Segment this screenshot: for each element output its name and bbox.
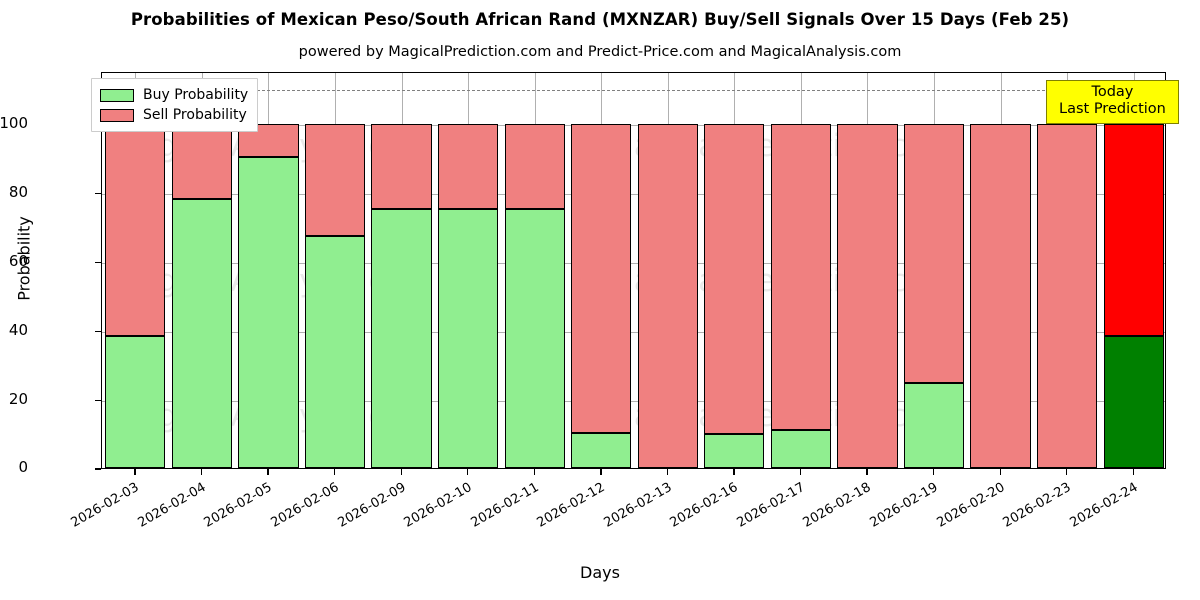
bar-segment-sell[interactable] <box>637 124 698 468</box>
bar-segment-sell[interactable] <box>903 124 965 383</box>
x-axis-tick <box>533 469 535 475</box>
bar-2026-02-19[interactable] <box>903 124 965 468</box>
y-axis-tick-label: 100 <box>0 114 28 133</box>
bar-2026-02-12[interactable] <box>571 124 632 468</box>
bar-segment-sell[interactable] <box>304 124 366 237</box>
legend-swatch-sell-icon <box>100 108 134 122</box>
x-axis-tick <box>933 469 935 475</box>
bar-2026-02-04[interactable] <box>171 124 232 468</box>
today-annotation: Today Last Prediction <box>1046 80 1179 125</box>
x-axis-tick <box>666 469 669 475</box>
bar-2026-02-23[interactable] <box>1037 124 1098 468</box>
y-axis-tick <box>95 468 101 470</box>
bar-segment-sell[interactable] <box>837 124 898 468</box>
bar-segment-sell[interactable] <box>371 124 432 209</box>
bar-segment-buy[interactable] <box>304 236 366 468</box>
gridline-horizontal <box>102 331 1165 333</box>
x-axis-tick <box>467 469 469 475</box>
y-axis-tick-label: 0 <box>18 458 28 477</box>
bar-segment-sell[interactable] <box>970 124 1031 468</box>
x-axis-tick <box>999 469 1001 475</box>
plot-area: MagicalAnalysis.comMagicalPrediction.com… <box>101 72 1166 469</box>
bar-segment-sell[interactable] <box>1037 124 1098 468</box>
bar-2026-02-18[interactable] <box>837 124 898 468</box>
legend-item-sell: Sell Probability <box>100 105 248 125</box>
y-axis-tick-label: 20 <box>8 389 28 408</box>
bar-segment-buy[interactable] <box>371 208 432 468</box>
bar-2026-02-10[interactable] <box>437 124 499 468</box>
bar-2026-02-03[interactable] <box>105 124 166 468</box>
bar-segment-sell[interactable] <box>504 124 565 209</box>
bar-segment-buy[interactable] <box>903 382 965 468</box>
bar-segment-sell[interactable] <box>770 124 832 431</box>
bars-layer <box>102 73 1165 468</box>
bar-segment-sell[interactable] <box>105 124 166 336</box>
bar-segment-buy[interactable] <box>171 198 232 468</box>
bar-segment-buy[interactable] <box>437 208 499 468</box>
x-axis-tick <box>1132 469 1135 475</box>
bar-segment-sell[interactable] <box>171 124 232 199</box>
x-axis-tick <box>600 469 602 475</box>
reference-line-dashed <box>102 89 1165 91</box>
x-axis-tick <box>400 469 402 475</box>
x-axis-tick <box>267 469 269 475</box>
bar-2026-02-16[interactable] <box>704 124 765 468</box>
x-axis-tick <box>134 469 136 475</box>
y-axis-tick-label: 60 <box>8 252 28 270</box>
y-axis-tick-label: 40 <box>8 320 28 339</box>
bar-segment-buy[interactable] <box>770 430 832 468</box>
x-axis-tick <box>1066 469 1068 475</box>
bar-segment-buy[interactable] <box>1103 335 1164 468</box>
bar-segment-sell[interactable] <box>437 124 499 209</box>
x-axis-title: Days <box>580 563 620 582</box>
x-axis-tick <box>200 469 203 475</box>
page-title: Probabilities of Mexican Peso/South Afri… <box>130 10 1070 29</box>
gridline-horizontal <box>102 400 1165 402</box>
bar-segment-sell[interactable] <box>704 124 765 434</box>
x-axis-tick <box>733 469 735 475</box>
today-annotation-line2: Last Prediction <box>1059 101 1166 118</box>
bar-segment-buy[interactable] <box>504 208 565 468</box>
x-axis-tick <box>799 469 802 475</box>
gridline-horizontal <box>102 194 1165 196</box>
today-annotation-line1: Today <box>1091 84 1134 100</box>
legend-swatch-buy-icon <box>100 88 134 102</box>
y-axis-tick <box>95 330 101 333</box>
y-axis-tick <box>95 399 101 401</box>
y-axis-tick <box>95 262 101 264</box>
legend-label-buy: Buy Probability <box>143 87 249 103</box>
bar-2026-02-05[interactable] <box>238 124 299 468</box>
bar-2026-02-06[interactable] <box>304 124 366 468</box>
y-axis-tick <box>95 193 101 195</box>
chart-legend: Buy Probability Sell Probability <box>91 78 259 132</box>
bar-2026-02-24[interactable] <box>1103 124 1164 468</box>
x-axis-tick <box>866 469 868 475</box>
bar-segment-sell[interactable] <box>1103 124 1164 336</box>
bar-2026-02-13[interactable] <box>637 124 698 468</box>
y-axis-tick-label: 80 <box>8 183 28 202</box>
gridline-horizontal <box>102 125 1165 127</box>
bar-segment-buy[interactable] <box>704 433 765 468</box>
bar-2026-02-20[interactable] <box>970 124 1031 468</box>
chart-subtitle: powered by MagicalPrediction.com and Pre… <box>298 44 902 60</box>
bar-2026-02-09[interactable] <box>371 124 432 468</box>
bar-segment-sell[interactable] <box>571 124 632 434</box>
x-axis-tick <box>333 469 336 475</box>
bar-segment-buy[interactable] <box>238 157 299 468</box>
legend-item-buy: Buy Probability <box>100 85 248 105</box>
bar-segment-buy[interactable] <box>571 433 632 468</box>
bar-2026-02-17[interactable] <box>770 124 832 468</box>
bar-segment-buy[interactable] <box>105 335 166 468</box>
gridline-horizontal <box>102 263 1165 264</box>
legend-label-sell: Sell Probability <box>143 107 247 123</box>
bar-2026-02-11[interactable] <box>504 124 565 468</box>
